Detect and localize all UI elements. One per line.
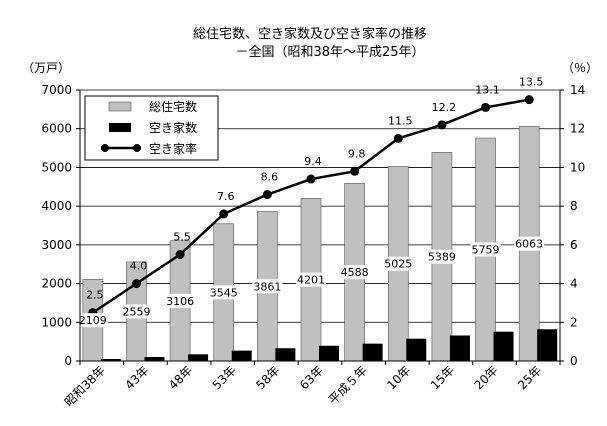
vacancy-rate-point bbox=[524, 95, 534, 105]
vacancy-rate-label: 13.5 bbox=[519, 76, 544, 89]
legend-label-total: 総住宅数 bbox=[149, 99, 197, 114]
vacant-houses-bar bbox=[319, 345, 339, 361]
vacancy-rate-point bbox=[175, 250, 185, 260]
vacancy-rate-point bbox=[437, 120, 447, 130]
total-value-label-bg bbox=[252, 279, 283, 294]
vacancy-rate-label: 13.1 bbox=[475, 83, 500, 96]
vacant-houses-bar bbox=[362, 343, 383, 361]
vacant-houses-bar bbox=[100, 358, 121, 361]
total-value-label: 6063 bbox=[515, 238, 543, 251]
total-value-label: 4588 bbox=[341, 266, 369, 279]
vacancy-rate-label: 8.6 bbox=[261, 171, 279, 184]
vacancy-rate-label: 5.5 bbox=[173, 231, 191, 244]
x-tick-label: 53年 bbox=[210, 363, 239, 392]
right-axis-unit: （％） bbox=[562, 61, 598, 75]
total-value-label-bg bbox=[77, 313, 108, 328]
vacancy-rate-label: 4.0 bbox=[130, 260, 148, 273]
vacant-houses-bar bbox=[188, 354, 209, 361]
vacant-houses-bar bbox=[537, 329, 558, 361]
vacancy-rate-point bbox=[131, 279, 141, 289]
right-tick-label: 2 bbox=[570, 315, 578, 329]
left-axis-unit: （万戸） bbox=[22, 61, 70, 75]
left-tick-label: 7000 bbox=[41, 83, 72, 97]
total-value-label-bg bbox=[296, 272, 326, 287]
total-value-label: 5025 bbox=[384, 258, 412, 271]
x-tick-label: 20年 bbox=[471, 363, 500, 392]
total-value-label: 5389 bbox=[428, 251, 456, 264]
vacant-houses-bar bbox=[449, 335, 470, 361]
total-value-label: 4201 bbox=[297, 274, 325, 287]
chart-subtitle: －全国（昭和38年～平成25年） bbox=[235, 44, 424, 60]
left-tick-label: 2000 bbox=[41, 277, 72, 291]
x-tick-label: 48年 bbox=[166, 363, 195, 392]
total-value-label-bg bbox=[121, 304, 152, 319]
x-tick-label: 昭和38年 bbox=[62, 363, 108, 409]
vacancy-rate-label: 7.6 bbox=[217, 190, 235, 203]
total-value-label: 3545 bbox=[210, 286, 238, 299]
total-value-label-bg bbox=[470, 242, 501, 257]
vacancy-rate-label: 9.8 bbox=[348, 147, 366, 160]
total-value-label: 2559 bbox=[122, 305, 150, 318]
left-tick-label: 0 bbox=[64, 354, 72, 368]
total-value-label-bg bbox=[383, 256, 414, 271]
vacancy-rate-point bbox=[262, 190, 272, 200]
total-value-label-bg bbox=[426, 249, 457, 264]
right-tick-label: 8 bbox=[570, 199, 578, 213]
x-tick-label: 15年 bbox=[428, 363, 457, 392]
total-value-label-bg bbox=[339, 265, 370, 280]
legend-marker-rate bbox=[133, 144, 141, 152]
chart-title: 総住宅数、空き家数及び空き家率の推移 bbox=[193, 26, 427, 42]
right-tick-label: 12 bbox=[570, 122, 585, 136]
vacant-houses-bar bbox=[144, 357, 165, 361]
vacancy-rate-point bbox=[306, 174, 316, 184]
x-tick-label: 25年 bbox=[515, 363, 544, 392]
data-labels: 2109 2559 3106 3545 3861 4201 4588 5025 5389 5759… bbox=[77, 76, 545, 328]
x-tick-label: 平成５年 bbox=[326, 363, 370, 407]
right-tick-label: 6 bbox=[570, 238, 578, 252]
right-tick-label: 10 bbox=[570, 160, 585, 174]
vacant-houses-bar bbox=[493, 331, 514, 361]
legend-marker-rate bbox=[101, 144, 109, 152]
total-value-label-bg bbox=[165, 293, 196, 308]
legend-label-vacant: 空き家数 bbox=[149, 120, 197, 135]
vacancy-rate-label: 2.5 bbox=[86, 289, 104, 302]
right-tick-label: 4 bbox=[570, 277, 578, 291]
x-tick-label: 43年 bbox=[122, 363, 151, 392]
legend-label-rate: 空き家率 bbox=[149, 141, 197, 156]
x-tick-label: 63年 bbox=[297, 363, 326, 392]
vacancy-rate-label: 9.4 bbox=[304, 155, 322, 168]
left-tick-label: 5000 bbox=[41, 160, 72, 174]
x-tick-label: 10年 bbox=[384, 363, 413, 392]
total-value-label: 3861 bbox=[253, 280, 281, 293]
vacant-houses-bar bbox=[231, 350, 252, 361]
left-tick-label: 6000 bbox=[41, 122, 72, 136]
vacant-houses-bar bbox=[406, 338, 427, 361]
total-value-label: 3106 bbox=[166, 295, 194, 308]
vacancy-rate-point bbox=[481, 102, 491, 112]
total-value-label: 2109 bbox=[79, 314, 107, 327]
x-tick-label: 58年 bbox=[253, 363, 282, 392]
vacancy-rate-point bbox=[350, 166, 360, 176]
vacant-houses-bar bbox=[275, 348, 296, 361]
legend-swatch-total bbox=[108, 101, 132, 112]
vacancy-rate-point bbox=[393, 133, 403, 143]
left-tick-label: 4000 bbox=[41, 199, 72, 213]
total-value-label: 5759 bbox=[472, 244, 500, 257]
right-tick-label: 0 bbox=[570, 354, 578, 368]
total-value-label-bg bbox=[514, 236, 545, 251]
vacancy-rate-line bbox=[88, 95, 534, 318]
vacancy-rate-label: 11.5 bbox=[388, 114, 413, 127]
left-tick-label: 1000 bbox=[41, 315, 72, 329]
left-tick-label: 3000 bbox=[41, 238, 72, 252]
right-tick-label: 14 bbox=[570, 83, 585, 97]
vacancy-rate-label: 12.2 bbox=[432, 101, 457, 114]
total-value-label-bg bbox=[208, 285, 239, 300]
legend-swatch-vacant bbox=[109, 123, 131, 132]
vacancy-rate-point bbox=[219, 209, 229, 219]
